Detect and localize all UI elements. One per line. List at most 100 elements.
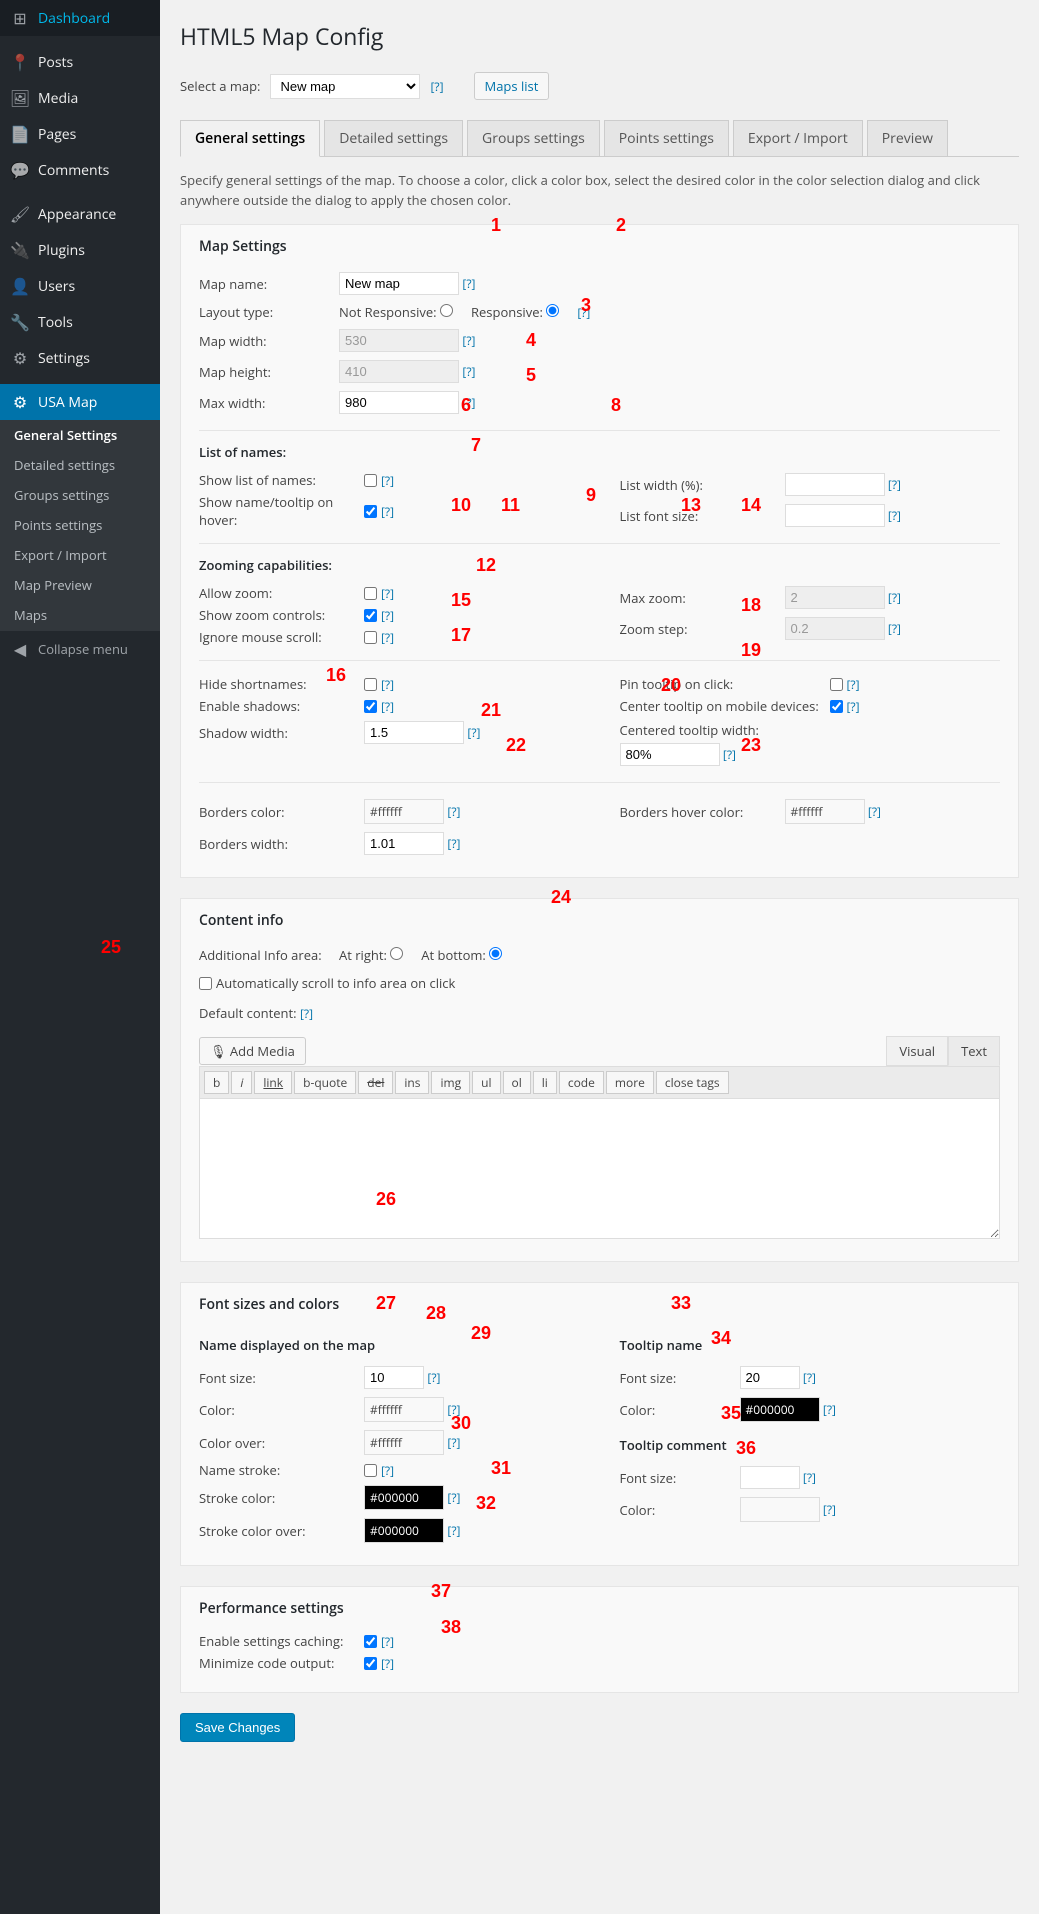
max-width-input[interactable] xyxy=(339,391,459,414)
help-icon[interactable]: [?] xyxy=(723,746,736,763)
menu-usa-map[interactable]: ⚙USA Map xyxy=(0,384,160,420)
help-icon[interactable]: [?] xyxy=(381,676,394,693)
at-right-radio[interactable] xyxy=(390,947,403,960)
help-icon[interactable]: [?] xyxy=(847,676,860,693)
help-icon[interactable]: [?] xyxy=(381,629,394,646)
qt-ins[interactable]: ins xyxy=(395,1071,429,1094)
menu-tools[interactable]: 🔧Tools xyxy=(0,304,160,340)
qt-img[interactable]: img xyxy=(431,1071,470,1094)
not-responsive-radio[interactable] xyxy=(440,304,453,317)
tooltip-fontsize-input[interactable] xyxy=(740,1366,800,1389)
visual-tab[interactable]: Visual xyxy=(886,1036,948,1066)
help-icon[interactable]: [?] xyxy=(868,803,881,820)
qt-del[interactable]: del xyxy=(358,1071,393,1094)
show-list-checkbox[interactable] xyxy=(364,474,377,487)
add-media-button[interactable]: 🎙 Add Media xyxy=(199,1037,306,1065)
help-icon[interactable]: [?] xyxy=(447,1489,460,1506)
show-controls-checkbox[interactable] xyxy=(364,609,377,622)
borders-hover-input[interactable]: #ffffff xyxy=(785,799,865,824)
submenu-general[interactable]: General Settings xyxy=(0,420,160,450)
hide-short-checkbox[interactable] xyxy=(364,678,377,691)
responsive-radio[interactable] xyxy=(546,304,559,317)
help-icon[interactable]: [?] xyxy=(381,607,394,624)
qt-bquote[interactable]: b-quote xyxy=(294,1071,356,1094)
minimize-checkbox[interactable] xyxy=(364,1657,377,1670)
submenu-export[interactable]: Export / Import xyxy=(0,540,160,570)
name-color-input[interactable]: #ffffff xyxy=(364,1397,444,1422)
menu-pages[interactable]: 📄Pages xyxy=(0,116,160,152)
help-icon[interactable]: [?] xyxy=(427,1369,440,1386)
zoom-step-input[interactable] xyxy=(785,617,885,640)
help-icon[interactable]: [?] xyxy=(447,1434,460,1451)
map-select[interactable]: New map xyxy=(270,74,420,99)
name-stroke-checkbox[interactable] xyxy=(364,1464,377,1477)
qt-more[interactable]: more xyxy=(606,1071,654,1094)
menu-comments[interactable]: 💬Comments xyxy=(0,152,160,188)
qt-ul[interactable]: ul xyxy=(472,1071,500,1094)
help-icon[interactable]: [?] xyxy=(888,507,901,524)
qt-link[interactable]: link xyxy=(254,1071,292,1094)
tab-detailed[interactable]: Detailed settings xyxy=(324,120,463,157)
menu-appearance[interactable]: 🖌Appearance xyxy=(0,196,160,232)
borders-width-input[interactable] xyxy=(364,832,444,855)
max-zoom-input[interactable] xyxy=(785,586,885,609)
tab-groups[interactable]: Groups settings xyxy=(467,120,600,157)
qt-ol[interactable]: ol xyxy=(503,1071,531,1094)
qt-close[interactable]: close tags xyxy=(656,1071,729,1094)
submenu-points[interactable]: Points settings xyxy=(0,510,160,540)
tab-export[interactable]: Export / Import xyxy=(733,120,863,157)
tooltip-color-input[interactable]: #000000 xyxy=(740,1397,820,1422)
list-font-input[interactable] xyxy=(785,504,885,527)
menu-dashboard[interactable]: ⊞Dashboard xyxy=(0,0,160,36)
help-icon[interactable]: [?] xyxy=(381,1655,394,1672)
help-icon[interactable]: [?] xyxy=(381,1462,394,1479)
map-height-input[interactable] xyxy=(339,360,459,383)
help-icon[interactable]: [?] xyxy=(381,472,394,489)
help-icon[interactable]: [?] xyxy=(381,585,394,602)
help-icon[interactable]: [?] xyxy=(847,698,860,715)
map-width-input[interactable] xyxy=(339,329,459,352)
help-icon[interactable]: [?] xyxy=(447,803,460,820)
comment-color-input[interactable] xyxy=(740,1497,820,1522)
help-icon[interactable]: [?] xyxy=(577,304,590,321)
shadow-width-input[interactable] xyxy=(364,721,464,744)
help-icon[interactable]: [?] xyxy=(300,1005,313,1022)
menu-media[interactable]: 🖼Media xyxy=(0,80,160,116)
help-icon[interactable]: [?] xyxy=(462,332,475,349)
menu-settings[interactable]: ⚙Settings xyxy=(0,340,160,376)
at-bottom-radio[interactable] xyxy=(489,947,502,960)
text-tab[interactable]: Text xyxy=(948,1036,1000,1066)
menu-plugins[interactable]: 🔌Plugins xyxy=(0,232,160,268)
content-textarea[interactable] xyxy=(199,1099,1000,1239)
submenu-detailed[interactable]: Detailed settings xyxy=(0,450,160,480)
map-name-input[interactable] xyxy=(339,272,459,295)
centered-width-input[interactable] xyxy=(620,743,720,766)
help-icon[interactable]: [?] xyxy=(823,1501,836,1518)
pin-tooltip-checkbox[interactable] xyxy=(830,678,843,691)
help-icon[interactable]: [?] xyxy=(381,1633,394,1650)
comment-fontsize-input[interactable] xyxy=(740,1466,800,1489)
help-icon[interactable]: [?] xyxy=(430,78,443,95)
help-icon[interactable]: [?] xyxy=(823,1401,836,1418)
allow-zoom-checkbox[interactable] xyxy=(364,587,377,600)
help-icon[interactable]: [?] xyxy=(888,620,901,637)
tab-preview[interactable]: Preview xyxy=(867,120,948,157)
name-colorover-input[interactable]: #ffffff xyxy=(364,1430,444,1455)
help-icon[interactable]: [?] xyxy=(447,1401,460,1418)
help-icon[interactable]: [?] xyxy=(447,1522,460,1539)
borders-color-input[interactable]: #ffffff xyxy=(364,799,444,824)
help-icon[interactable]: [?] xyxy=(462,394,475,411)
caching-checkbox[interactable] xyxy=(364,1635,377,1648)
qt-b[interactable]: b xyxy=(204,1071,229,1094)
help-icon[interactable]: [?] xyxy=(447,835,460,852)
qt-code[interactable]: code xyxy=(559,1071,604,1094)
submenu-maps[interactable]: Maps xyxy=(0,600,160,630)
help-icon[interactable]: [?] xyxy=(888,476,901,493)
list-width-input[interactable] xyxy=(785,473,885,496)
help-icon[interactable]: [?] xyxy=(381,698,394,715)
submenu-groups[interactable]: Groups settings xyxy=(0,480,160,510)
menu-posts[interactable]: 📍Posts xyxy=(0,44,160,80)
maps-list-button[interactable]: Maps list xyxy=(474,72,550,100)
name-fontsize-input[interactable] xyxy=(364,1366,424,1389)
help-icon[interactable]: [?] xyxy=(803,1469,816,1486)
